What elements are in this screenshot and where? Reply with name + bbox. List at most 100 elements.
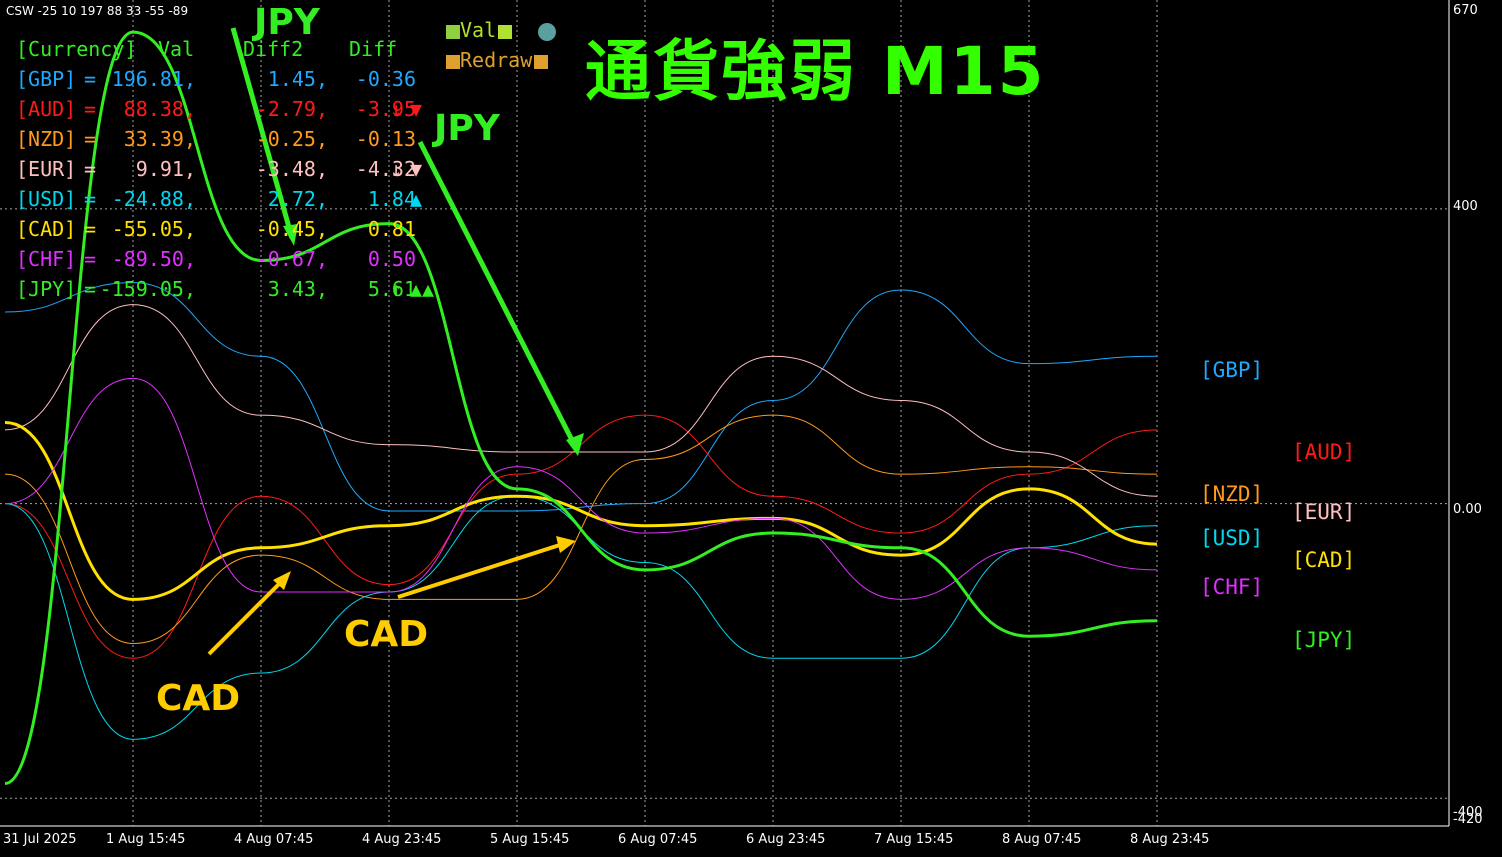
- row-signal-markers-icon: ▼: [410, 97, 423, 121]
- table-row: [CAD] = -55.05, -0.45, 0.81: [16, 214, 416, 244]
- side-label-chf: [CHF]: [1200, 575, 1264, 599]
- table-row: [GBP] = 196.81, 1.45, -0.36: [16, 64, 416, 94]
- row-diff: -3.95: [355, 97, 416, 121]
- side-label-aud: [AUD]: [1292, 440, 1356, 464]
- cad-arrowhead-1: [273, 571, 291, 590]
- row-diff2: -2.79,: [255, 97, 328, 121]
- row-val: -55.05,: [111, 217, 196, 241]
- row-diff2: 2.72,: [267, 187, 328, 211]
- row-diff2: 1.45,: [267, 67, 328, 91]
- row-diff2: -0.67,: [255, 247, 328, 271]
- x-tick-label: 8 Aug 07:45: [1002, 832, 1082, 847]
- series-line-nzd: [4, 414, 1158, 645]
- row-diff: -0.13: [355, 127, 416, 151]
- jpy-annotation-1: JPY: [254, 2, 320, 43]
- y-tick-label: 0.00: [1453, 502, 1482, 517]
- x-tick-label: 8 Aug 23:45: [1130, 832, 1210, 847]
- row-equals: =: [84, 157, 97, 181]
- col-diff-header: Diff: [349, 37, 398, 61]
- status-circle-icon[interactable]: [538, 22, 557, 41]
- y-tick-label: -400: [1453, 805, 1483, 820]
- val-swatch-end-icon: [498, 24, 513, 39]
- row-equals: =: [84, 277, 97, 301]
- row-signal-markers-icon: ▲▲: [410, 277, 435, 301]
- x-tick-label: 5 Aug 15:45: [490, 832, 570, 847]
- table-row: [CHF] = -89.50, -0.67, 0.50: [16, 244, 416, 274]
- row-val: -159.05,: [99, 277, 196, 301]
- side-label-usd: [USD]: [1200, 526, 1264, 550]
- col-diff2-header: Diff2: [243, 37, 304, 61]
- table-row: [NZD] = 33.39, -0.25, -0.13: [16, 124, 416, 154]
- jpy-arrow-2: [417, 140, 579, 450]
- chart-grid: [0, 0, 1449, 826]
- row-diff2: -0.45,: [255, 217, 328, 241]
- x-tick-label: 4 Aug 23:45: [362, 832, 442, 847]
- indicator-header: CSW -25 10 197 88 33 -55 -89: [6, 4, 189, 18]
- row-signal-markers-icon: ▲: [410, 187, 423, 211]
- series-line-chf: [4, 377, 1158, 600]
- row-val: 88.38,: [123, 97, 196, 121]
- cad-arrow-1: [207, 576, 287, 656]
- row-currency: [NZD]: [16, 127, 77, 151]
- row-diff: 0.81: [367, 217, 416, 241]
- y-tick-label: 400: [1453, 199, 1478, 214]
- jpy-arrow-1: [230, 27, 295, 239]
- x-tick-label: 6 Aug 23:45: [746, 832, 826, 847]
- row-currency: [EUR]: [16, 157, 77, 181]
- row-val: 33.39,: [123, 127, 196, 151]
- row-currency: [AUD]: [16, 97, 77, 121]
- cad-arrow-2: [397, 541, 567, 599]
- row-equals: =: [84, 187, 97, 211]
- redraw-button[interactable]: Redraw: [446, 48, 549, 72]
- val-toggle-label: Val: [460, 18, 497, 42]
- row-currency: [JPY]: [16, 277, 77, 301]
- annotation-arrows: [207, 27, 584, 656]
- jpy-arrowhead-2: [566, 433, 584, 456]
- x-tick-label: 1 Aug 15:45: [106, 832, 186, 847]
- chart-title: 通貨強弱 M15: [585, 33, 1046, 110]
- row-currency: [CHF]: [16, 247, 77, 271]
- row-diff: 0.50: [367, 247, 416, 271]
- row-currency: [CAD]: [16, 217, 77, 241]
- col-val-header: Val: [158, 37, 195, 61]
- table-row: [USD] = -24.88, 2.72, 1.84 ▲: [16, 184, 422, 214]
- y-tick-label: -420: [1453, 812, 1483, 827]
- side-label-nzd: [NZD]: [1200, 482, 1264, 506]
- row-val: -24.88,: [111, 187, 196, 211]
- row-equals: =: [84, 67, 97, 91]
- side-label-gbp: [GBP]: [1200, 358, 1264, 382]
- row-equals: =: [84, 247, 97, 271]
- col-currency-header: [Currency]: [16, 37, 137, 61]
- jpy-arrowhead-1: [283, 224, 298, 246]
- table-row: [AUD] = 88.38, -2.79, -3.95 ↓ ▼: [16, 94, 422, 124]
- row-diff2: -0.25,: [255, 127, 328, 151]
- row-equals: =: [84, 97, 97, 121]
- cad-arrowhead-2: [556, 536, 576, 553]
- jpy-annotation-2: JPY: [434, 108, 500, 149]
- row-diff: -0.36: [355, 67, 416, 91]
- val-toggle-button[interactable]: Val: [446, 18, 557, 42]
- row-trend-arrow-icon: ↓: [390, 157, 403, 181]
- row-trend-arrow-icon: ↓: [390, 97, 403, 121]
- row-diff2: -3.48,: [255, 157, 328, 181]
- row-currency: [GBP]: [16, 67, 77, 91]
- table-header: [Currency] Val Diff2 Diff: [16, 34, 397, 64]
- row-diff: 5.61: [367, 277, 416, 301]
- side-label-eur: [EUR]: [1292, 500, 1356, 524]
- row-diff: -4.32: [355, 157, 416, 181]
- table-row: [EUR] = 9.91, -3.48, -4.32 ↓ ▼: [16, 154, 422, 184]
- row-trend-arrow-icon: ↑: [390, 277, 403, 301]
- row-diff2: 3.43,: [267, 277, 328, 301]
- currency-table: [Currency] Val Diff2 Diff [GBP] = 196.81, 1…: [16, 34, 434, 304]
- val-swatch-icon: [446, 24, 460, 39]
- row-val: 196.81,: [111, 67, 196, 91]
- series-line-gbp: [4, 282, 1158, 512]
- row-diff: 1.84: [367, 187, 416, 211]
- side-label-cad: [CAD]: [1292, 548, 1356, 572]
- redraw-label: Redraw: [460, 48, 533, 72]
- cad-annotation-1: CAD: [156, 678, 241, 719]
- table-rows: [GBP] = 196.81, 1.45, -0.36 [AUD] = 88.38, -2.79…: [16, 64, 434, 304]
- series-line-cad: [4, 421, 1158, 601]
- redraw-swatch-icon: [446, 54, 460, 69]
